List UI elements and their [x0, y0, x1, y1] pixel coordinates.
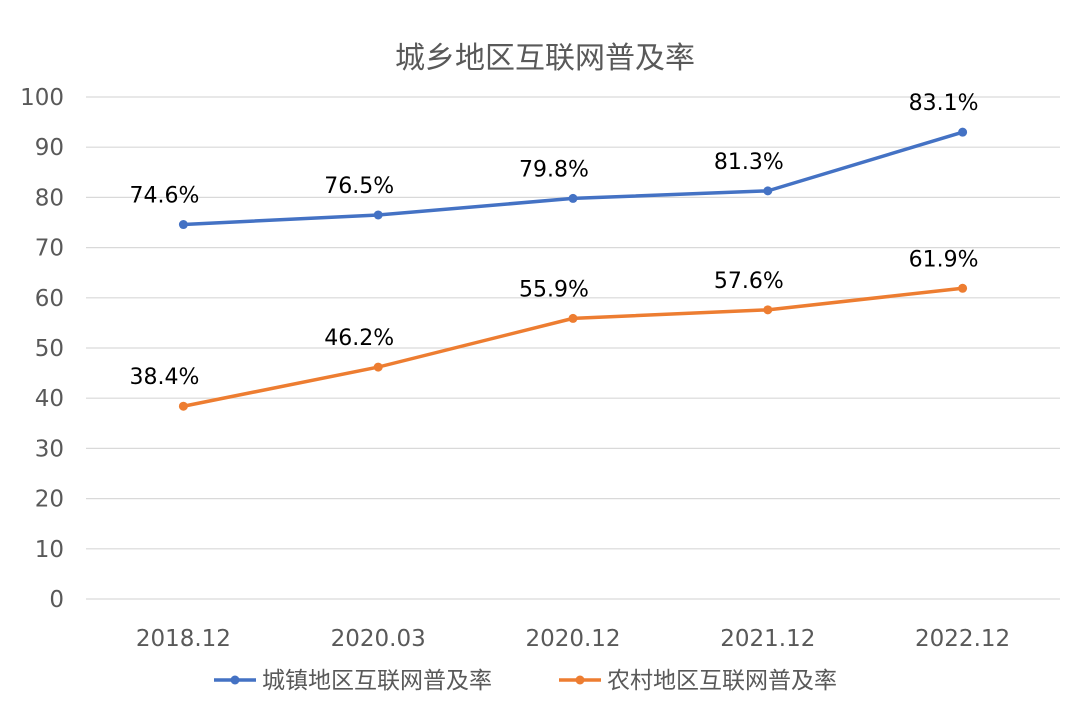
x-tick-label: 2020.03 — [331, 626, 426, 652]
legend: 城镇地区互联网普及率 农村地区互联网普及率 — [214, 668, 837, 694]
data-point — [373, 362, 383, 372]
y-tick-label: 20 — [35, 487, 64, 513]
legend-label-1: 城镇地区互联网普及率 — [262, 668, 492, 694]
x-tick-label: 2021.12 — [720, 626, 815, 652]
x-tick-label: 2018.12 — [136, 626, 231, 652]
y-tick-label: 100 — [20, 85, 64, 111]
data-label: 74.6% — [129, 184, 199, 209]
data-label: 46.2% — [324, 326, 394, 351]
data-label: 83.1% — [909, 91, 979, 116]
y-tick-label: 50 — [35, 336, 64, 362]
y-tick-label: 10 — [35, 537, 64, 563]
legend-marker-1 — [230, 675, 240, 685]
data-label: 76.5% — [324, 174, 394, 199]
data-point — [763, 305, 773, 315]
data-label: 57.6% — [714, 269, 784, 294]
series-line-2 — [181, 286, 965, 408]
y-tick-label: 90 — [35, 135, 64, 161]
x-tick-label: 2022.12 — [915, 626, 1010, 652]
y-tick-label: 80 — [35, 185, 64, 211]
y-tick-label: 0 — [49, 587, 64, 613]
y-tick-label: 40 — [35, 386, 64, 412]
legend-label-2: 农村地区互联网普及率 — [607, 668, 837, 694]
y-tick-label: 70 — [35, 236, 64, 262]
data-point — [958, 127, 968, 137]
data-point — [763, 186, 773, 196]
data-point — [373, 210, 383, 220]
x-axis: 2018.12 2020.03 2020.12 2021.12 2022.12 — [136, 626, 1010, 652]
x-tick-label: 2020.12 — [525, 626, 620, 652]
data-label: 55.9% — [519, 277, 589, 302]
data-point — [178, 401, 188, 411]
data-point — [178, 220, 188, 230]
y-tick-label: 30 — [35, 436, 64, 462]
data-point — [568, 193, 578, 203]
data-label: 61.9% — [909, 247, 979, 272]
y-tick-label: 60 — [35, 286, 64, 312]
data-label: 38.4% — [129, 365, 199, 390]
data-point — [568, 313, 578, 323]
legend-marker-2 — [575, 675, 585, 685]
data-label: 79.8% — [519, 157, 589, 182]
chart-title: 城乡地区互联网普及率 — [395, 41, 695, 76]
data-label: 81.3% — [714, 150, 784, 175]
series-group: 74.6% 76.5% 79.8% 81.3% 83.1% 38.4% 46.2% 55.9%… — [129, 91, 979, 411]
y-axis: 0 10 20 30 40 50 60 70 80 90 100 — [20, 85, 64, 613]
data-point — [958, 283, 968, 293]
